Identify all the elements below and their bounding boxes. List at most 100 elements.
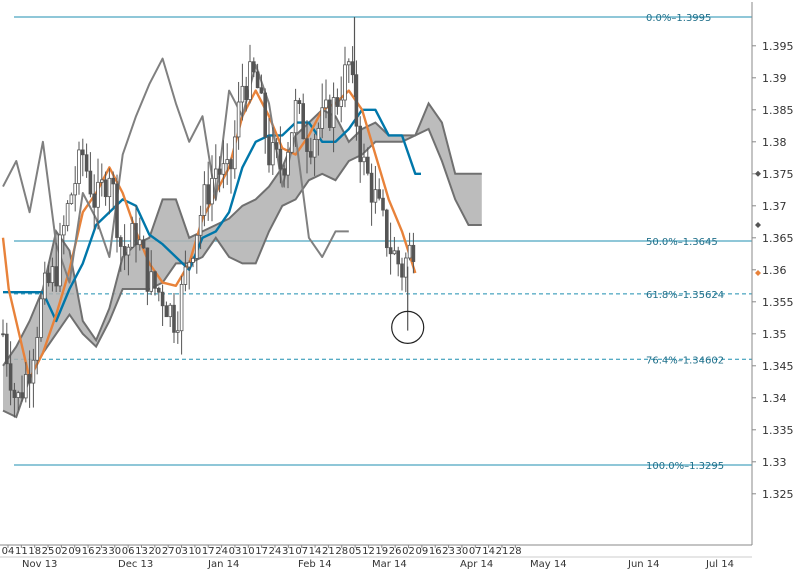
candle-body [316, 127, 321, 140]
candle-body [377, 189, 381, 199]
candle [16, 390, 20, 411]
x-tick-label: 30 [108, 546, 121, 557]
x-tick-label: 23 [95, 546, 108, 557]
y-tick-label: 1.39 [762, 72, 787, 85]
candle [343, 46, 347, 108]
candle [156, 286, 161, 302]
y-tick-label: 1.395 [762, 40, 794, 53]
candle [327, 94, 332, 131]
candle [100, 163, 104, 197]
candle-body [221, 163, 226, 175]
candle [164, 301, 169, 318]
candle [210, 155, 214, 222]
x-month-label: Mar 14 [372, 559, 407, 570]
x-tick-label: 26 [389, 546, 402, 557]
candle-body [12, 389, 17, 398]
x-tick-label: 02 [402, 546, 415, 557]
fib-label: 61.8%–1.35624 [646, 290, 724, 301]
candle-body [187, 261, 192, 268]
candle-body [16, 392, 20, 398]
x-tick-label: 07 [469, 546, 482, 557]
x-tick-label: 23 [442, 546, 455, 557]
candle [88, 152, 93, 198]
candle [183, 250, 188, 292]
candle-body [255, 71, 260, 89]
candle [103, 171, 108, 206]
x-tick-label: 24 [215, 546, 228, 557]
candle-body [350, 61, 355, 76]
candle-body [259, 87, 264, 94]
candle-body [202, 184, 207, 216]
candle-body [331, 97, 336, 128]
candle-body [149, 271, 154, 292]
candle-body [62, 225, 66, 236]
candle [58, 222, 62, 292]
candle [270, 127, 275, 175]
candle-body [244, 85, 249, 100]
candle [160, 284, 165, 326]
candle-body [369, 172, 374, 203]
x-tick-label: 14 [482, 546, 495, 557]
candle-body [229, 159, 233, 170]
candle-body [232, 136, 237, 170]
candle-body [50, 266, 55, 284]
candle-body [191, 257, 195, 263]
x-tick-label: 28 [335, 546, 348, 557]
candle-body [92, 193, 97, 208]
y-tick-label: 1.335 [762, 424, 794, 437]
candle-body [305, 138, 309, 152]
candle-body [179, 283, 184, 332]
candle [293, 88, 298, 147]
candle-body [5, 333, 9, 365]
candle [259, 74, 264, 94]
candle [324, 79, 328, 119]
candle-body [107, 177, 112, 198]
circle-annotation [391, 310, 425, 344]
candle [400, 257, 404, 291]
candle-body [206, 184, 211, 205]
candle-body [20, 392, 24, 399]
x-tick-label: 03 [229, 546, 242, 557]
candle-body [119, 237, 123, 247]
annotations [391, 310, 425, 344]
candle-body [194, 234, 199, 259]
candle-body [153, 271, 157, 289]
x-tick-label: 09 [68, 546, 81, 557]
candle [54, 242, 58, 293]
candle [407, 232, 412, 261]
x-tick-label: 05 [349, 546, 362, 557]
candle [388, 222, 393, 275]
candle [213, 144, 218, 202]
candle-body [8, 363, 13, 391]
y-tick-label: 1.385 [762, 104, 794, 117]
candle [308, 137, 313, 165]
candle-body [122, 246, 127, 256]
y-tick-label: 1.36 [762, 264, 787, 277]
candle-body [198, 215, 203, 236]
cloud-fill [3, 103, 482, 418]
candle [274, 138, 279, 159]
candle-body [58, 234, 62, 287]
candle [73, 166, 78, 212]
candle-body [365, 156, 370, 174]
candle-body [217, 168, 222, 175]
candle [126, 244, 131, 276]
candle [149, 250, 154, 296]
x-tick-label: 06 [122, 546, 135, 557]
candle [396, 246, 400, 277]
candle [115, 174, 119, 253]
y-tick-label: 1.35 [762, 328, 787, 341]
candle [134, 205, 138, 263]
candle [316, 122, 321, 156]
candle [339, 76, 343, 123]
y-tick-label: 1.325 [762, 488, 794, 501]
candle-body [384, 209, 389, 249]
candle-body [289, 132, 294, 153]
candle [69, 192, 74, 205]
candle [305, 120, 309, 174]
candle-body [23, 374, 28, 399]
x-tick-label: 09 [415, 546, 428, 557]
x-tick-label: 17 [202, 546, 215, 557]
